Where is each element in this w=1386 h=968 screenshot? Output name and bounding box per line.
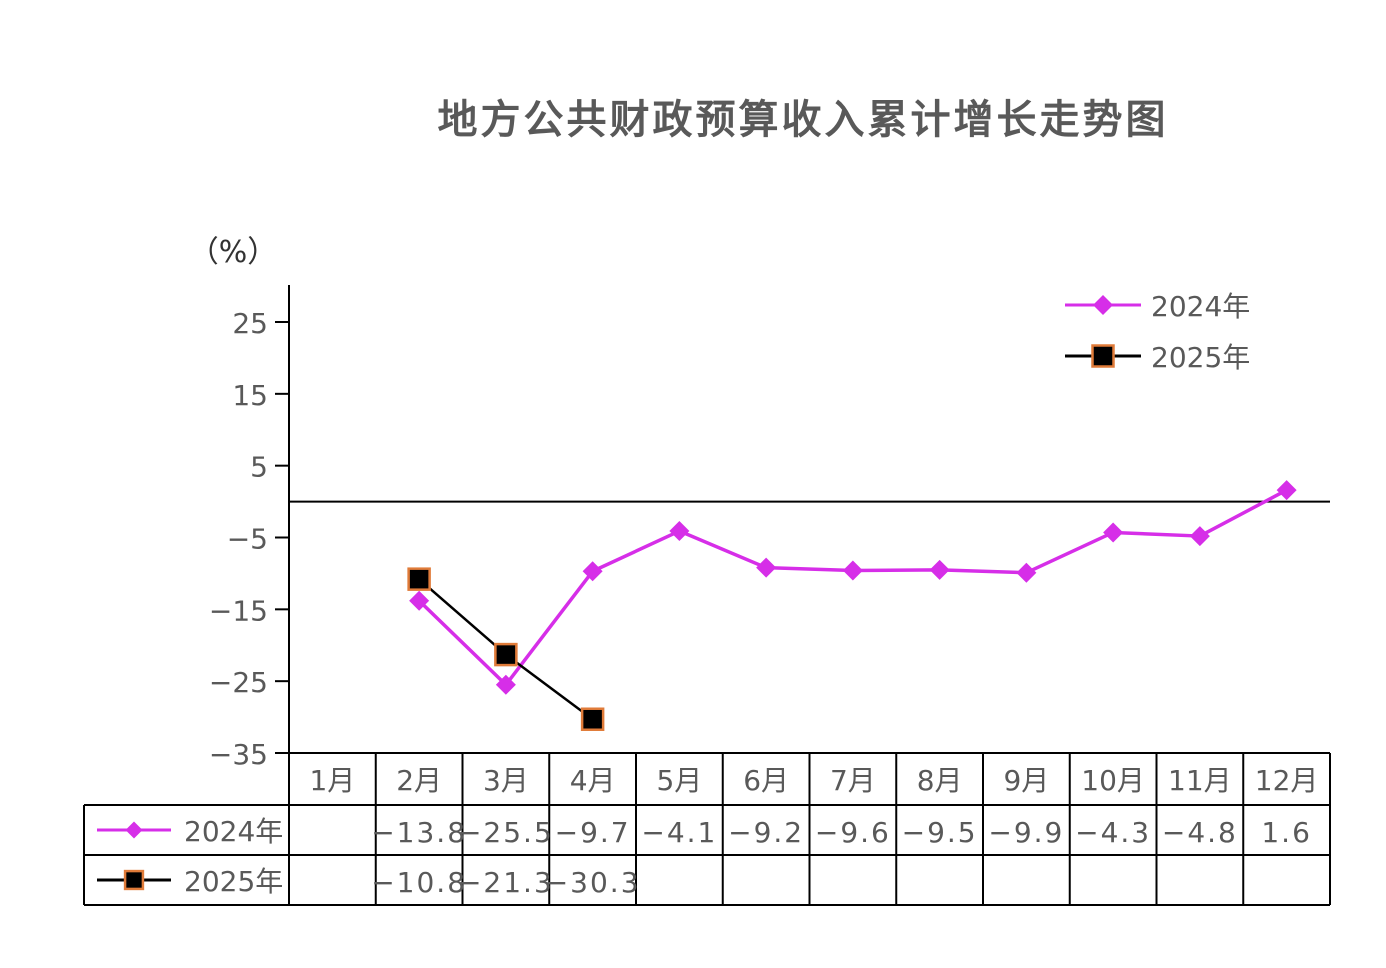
plot-area bbox=[407, 480, 1297, 731]
x-category-label: 4月 bbox=[570, 764, 616, 797]
data-point bbox=[1103, 522, 1124, 543]
data-table-cell: −9.6 bbox=[815, 816, 891, 849]
data-table-cell: −4.1 bbox=[641, 816, 717, 849]
x-category-label: 11月 bbox=[1168, 764, 1232, 797]
x-category-label: 10月 bbox=[1081, 764, 1145, 797]
data-point bbox=[1276, 480, 1297, 501]
data-table: 1月 2月 3月 4月 5月 6月 7月 8月 9月 10月 11月 12月 2024年 −13.8−25… bbox=[83, 752, 1331, 906]
data-point bbox=[409, 590, 430, 611]
data-point bbox=[756, 557, 777, 578]
legend-marker bbox=[1093, 295, 1113, 315]
data-point bbox=[929, 559, 950, 580]
table-series-name: 2025年 bbox=[184, 865, 283, 898]
data-point bbox=[842, 560, 863, 581]
x-category-label: 6月 bbox=[743, 764, 789, 797]
chart-title: 地方公共财政预算收入累计增长走势图 bbox=[438, 97, 1169, 143]
x-category-label: 2月 bbox=[396, 764, 442, 797]
data-table-cell: −4.3 bbox=[1075, 816, 1151, 849]
x-category-label: 5月 bbox=[656, 764, 702, 797]
data-table-cell: −21.3 bbox=[458, 866, 554, 899]
y-tick-label: −35 bbox=[209, 738, 268, 771]
x-category-label: 9月 bbox=[1003, 764, 1049, 797]
data-table-cell: 1.6 bbox=[1261, 816, 1312, 849]
data-point bbox=[582, 561, 603, 582]
data-point bbox=[494, 642, 518, 667]
data-table-cell: −30.3 bbox=[545, 866, 641, 899]
x-category-label: 8月 bbox=[917, 764, 963, 797]
x-category-label: 1月 bbox=[309, 764, 355, 797]
y-tick-label: −15 bbox=[209, 594, 268, 627]
data-point bbox=[580, 707, 605, 731]
data-point bbox=[407, 567, 431, 591]
data-point bbox=[669, 521, 690, 542]
y-tick-label: 25 bbox=[232, 307, 268, 340]
table-legend-marker bbox=[123, 869, 145, 891]
data-point bbox=[1016, 562, 1037, 583]
y-tick-label: −25 bbox=[209, 666, 268, 699]
y-axis-unit-label: （%） bbox=[189, 235, 278, 270]
data-table-cell: −9.7 bbox=[555, 816, 631, 849]
x-category-label: 3月 bbox=[483, 764, 529, 797]
data-table-cell: −13.8 bbox=[371, 816, 467, 849]
table-series-name: 2024年 bbox=[184, 815, 283, 848]
series-line bbox=[417, 488, 1288, 687]
axes: 25 15 5 −5 −15 −25 −35 bbox=[209, 285, 1330, 771]
data-table-cell: −9.5 bbox=[902, 816, 978, 849]
x-category-label: 12月 bbox=[1255, 764, 1319, 797]
table-legend-marker bbox=[125, 821, 143, 839]
y-tick-label: 15 bbox=[232, 379, 268, 412]
data-point bbox=[495, 674, 516, 695]
legend-label: 2025年 bbox=[1151, 341, 1250, 374]
legend-marker bbox=[1091, 344, 1115, 368]
data-table-cell: −10.8 bbox=[371, 866, 467, 899]
data-point bbox=[1189, 526, 1210, 547]
data-table-cell: −9.9 bbox=[988, 816, 1064, 849]
data-table-cell: −9.2 bbox=[728, 816, 804, 849]
data-table-cell: −4.8 bbox=[1162, 816, 1238, 849]
y-tick-label: 5 bbox=[250, 451, 268, 484]
x-category-label: 7月 bbox=[830, 764, 876, 797]
legend-label: 2024年 bbox=[1151, 290, 1250, 323]
legend: 2024年 2025年 bbox=[1065, 290, 1250, 374]
y-tick-label: −5 bbox=[227, 523, 268, 556]
data-table-cell: −25.5 bbox=[458, 816, 554, 849]
